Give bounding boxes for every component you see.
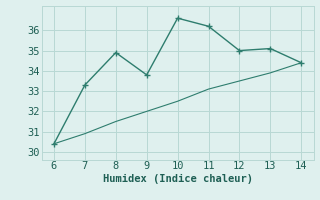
X-axis label: Humidex (Indice chaleur): Humidex (Indice chaleur) xyxy=(103,174,252,184)
